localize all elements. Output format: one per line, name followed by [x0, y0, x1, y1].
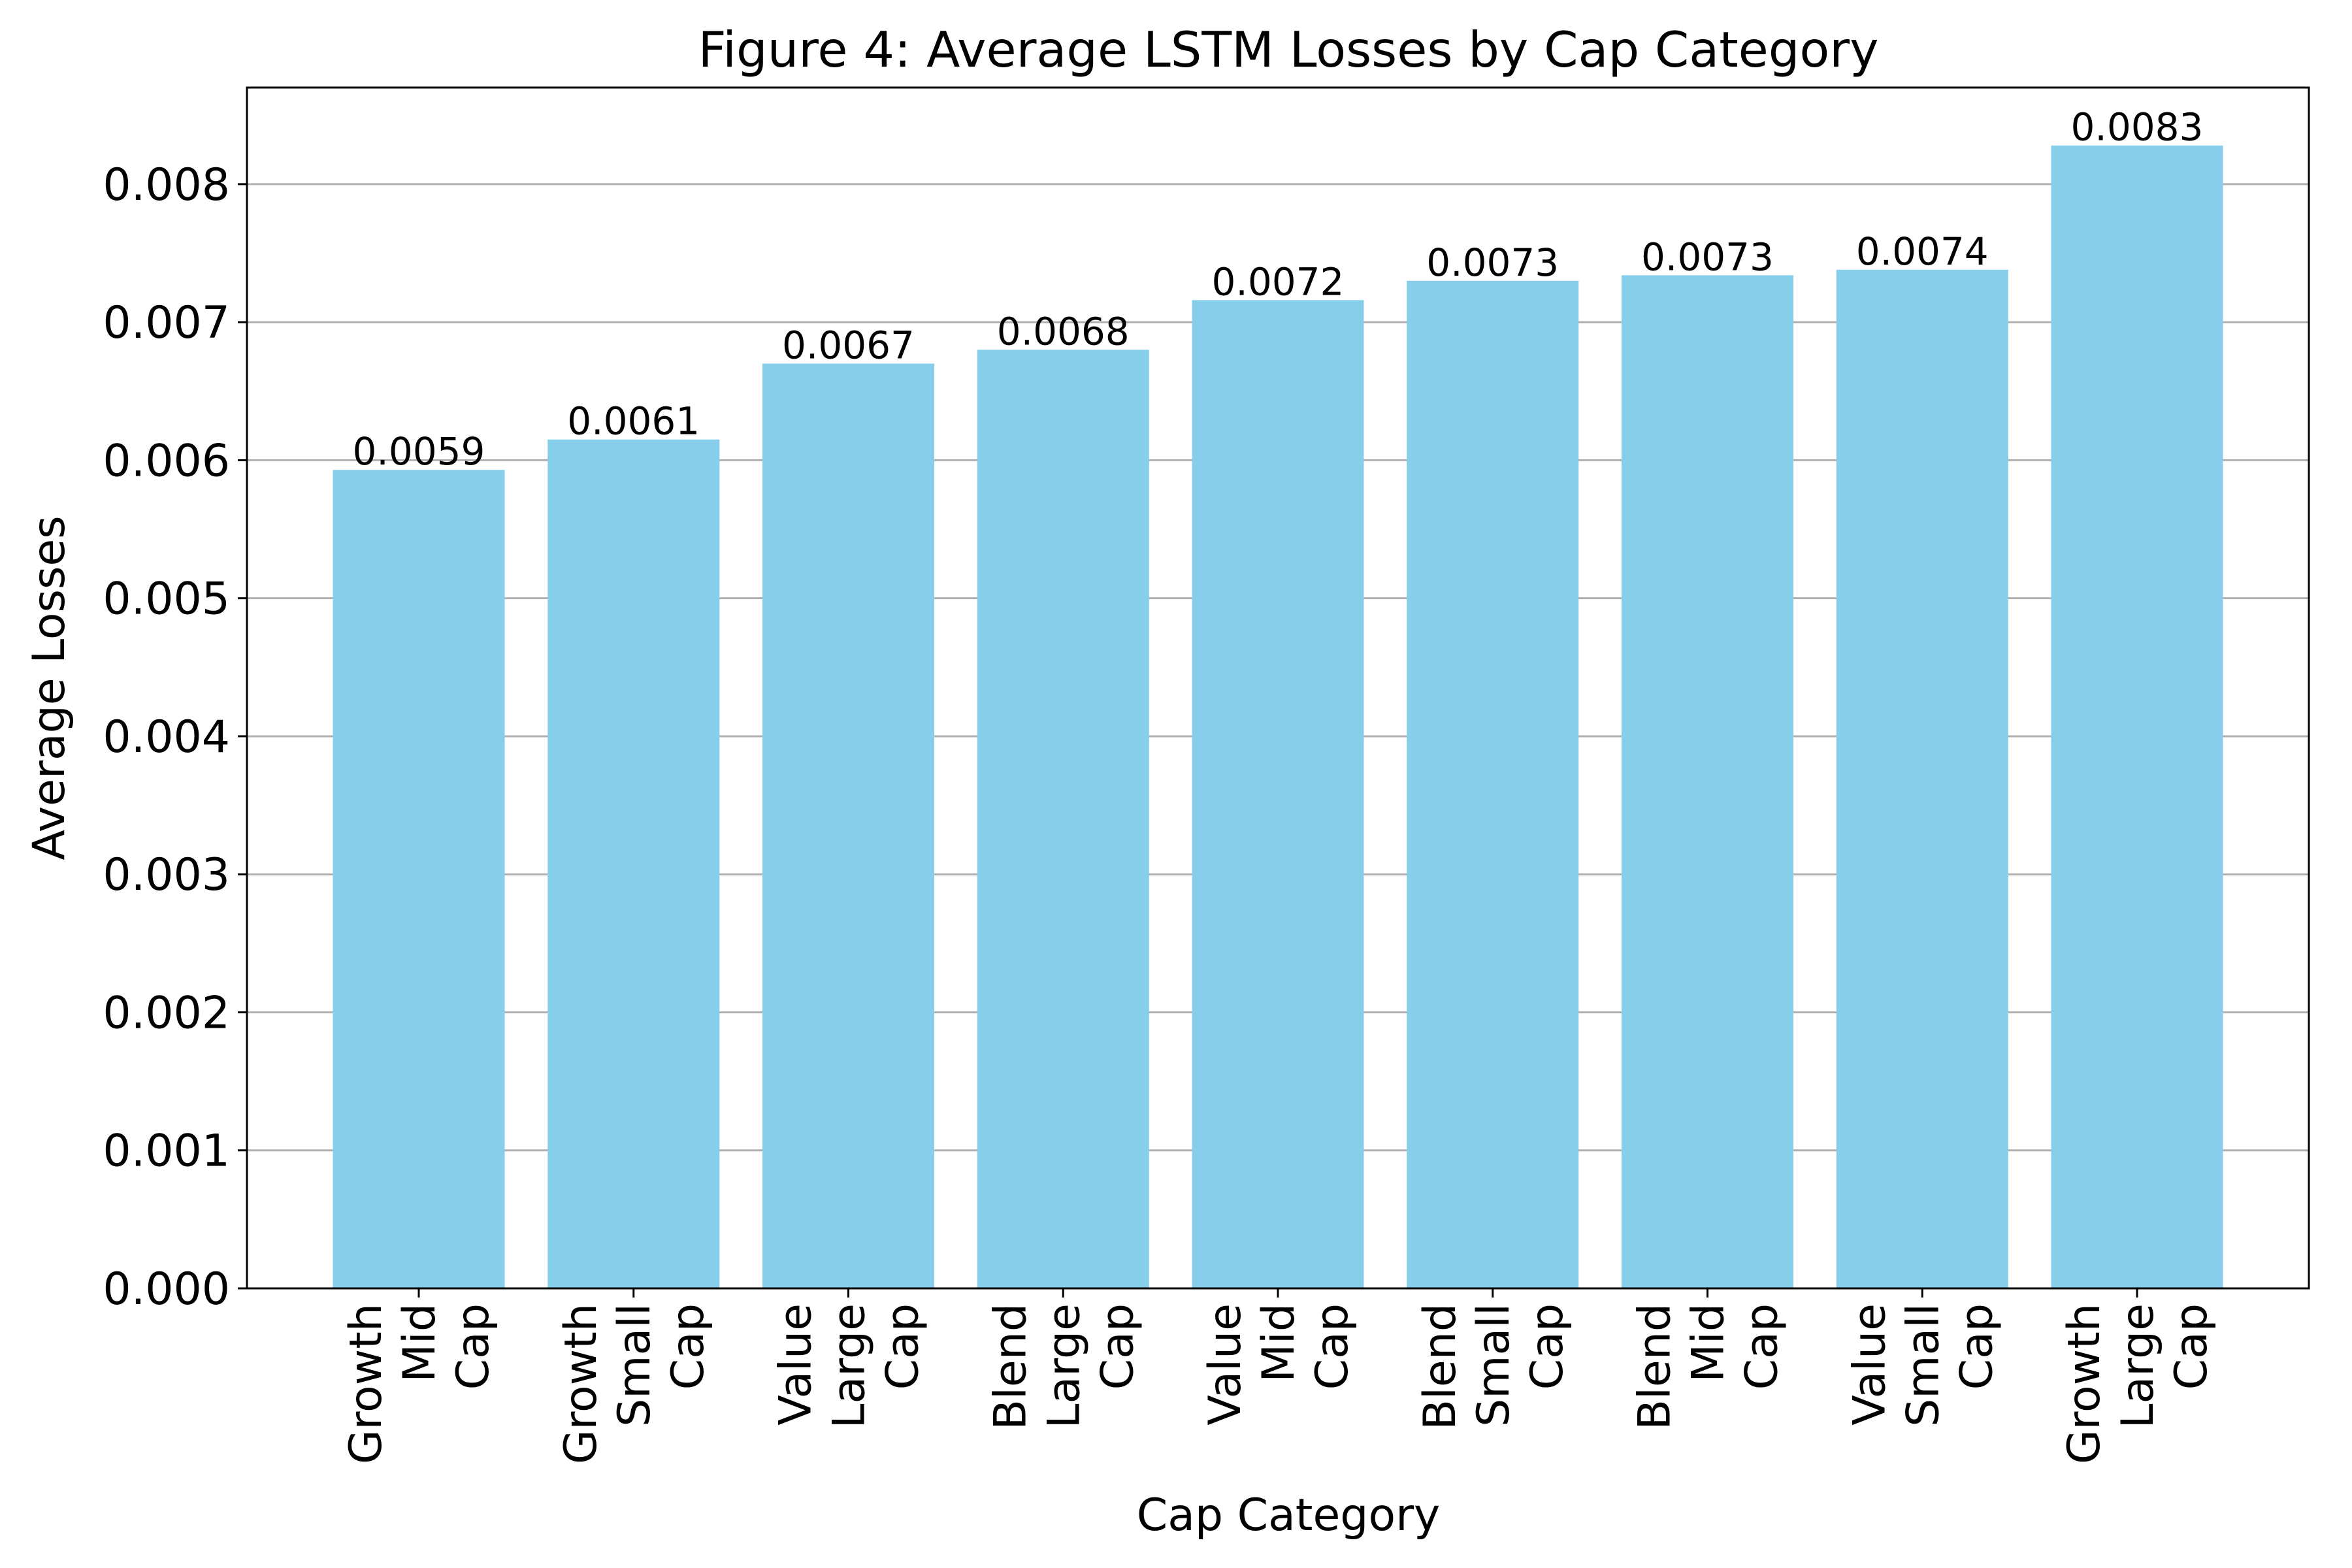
- y-tick-label: 0.006: [103, 435, 230, 487]
- y-tick-label: 0.001: [103, 1126, 230, 1177]
- x-tick-label-line: Value: [1200, 1303, 1251, 1426]
- x-tick-label-line: Mid: [1683, 1303, 1735, 1382]
- x-tick-label-line: Cap: [1522, 1303, 1573, 1390]
- x-axis-ticks: Growth Mid Cap Growth Small Cap Value Large Cap B…: [340, 1288, 2217, 1464]
- bar: [1622, 275, 1793, 1288]
- bar: [1407, 280, 1579, 1288]
- bar: [1836, 269, 2008, 1289]
- x-tick-label-line: Mid: [1253, 1303, 1305, 1382]
- x-tick-label-line: Growth: [2059, 1303, 2110, 1464]
- y-tick-label: 0.004: [103, 711, 230, 763]
- data-label: 0.0083: [2071, 105, 2204, 150]
- x-tick-label-line: Cap: [662, 1303, 714, 1390]
- x-tick-label-line: Small: [609, 1303, 661, 1427]
- data-label: 0.0073: [1426, 240, 1559, 285]
- data-label: 0.0059: [353, 429, 485, 474]
- y-tick-label: 0.008: [103, 159, 230, 211]
- data-labels: 0.0059 0.0061 0.0067 0.0068 0.0072 0.0073 0.00…: [353, 105, 2204, 474]
- x-tick-label-line: Mid: [394, 1303, 446, 1382]
- y-axis-ticks: 0.000 0.001 0.002 0.003 0.004 0.005 0.006 0.007…: [103, 159, 247, 1315]
- x-tick-label-line: Blend: [1629, 1303, 1681, 1430]
- x-tick-label: Blend Large Cap: [985, 1303, 1143, 1430]
- x-tick-label: Growth Small Cap: [555, 1303, 714, 1464]
- x-tick-label-line: Large: [824, 1303, 875, 1428]
- x-tick-label-line: Cap: [1737, 1303, 1788, 1390]
- bar: [547, 439, 720, 1288]
- x-tick-label-line: Large: [1038, 1303, 1090, 1428]
- x-tick-label-line: Value: [770, 1303, 822, 1426]
- x-tick-label: Growth Mid Cap: [340, 1303, 499, 1464]
- x-tick-label: Value Large Cap: [770, 1303, 929, 1428]
- x-tick-label-line: Cap: [1307, 1303, 1358, 1390]
- x-tick-label-line: Large: [2112, 1303, 2164, 1428]
- y-tick-label: 0.002: [103, 987, 230, 1039]
- x-tick-label-line: Blend: [985, 1303, 1036, 1430]
- x-tick-label-line: Cap: [1951, 1303, 2002, 1390]
- bar: [977, 350, 1149, 1288]
- bar: [2051, 145, 2223, 1288]
- bar: [1192, 300, 1364, 1288]
- x-tick-label-line: Growth: [340, 1303, 392, 1464]
- x-axis-label: Cap Category: [1137, 1490, 1441, 1541]
- data-label: 0.0074: [1856, 229, 1989, 274]
- y-tick-label: 0.003: [103, 849, 230, 901]
- x-tick-label-line: Cap: [1092, 1303, 1143, 1390]
- x-tick-label-line: Cap: [448, 1303, 499, 1390]
- x-tick-label-line: Cap: [2166, 1303, 2217, 1390]
- data-label: 0.0068: [997, 309, 1130, 353]
- y-axis-label: Average Losses: [24, 515, 75, 860]
- x-tick-label: Value Mid Cap: [1200, 1303, 1358, 1426]
- data-label: 0.0067: [782, 323, 915, 368]
- y-tick-label: 0.007: [103, 297, 230, 349]
- x-tick-label-line: Cap: [877, 1303, 929, 1390]
- data-label: 0.0073: [1641, 235, 1774, 279]
- x-tick-label: Blend Mid Cap: [1629, 1303, 1788, 1430]
- x-tick-label-line: Growth: [555, 1303, 607, 1464]
- x-tick-label-line: Blend: [1414, 1303, 1466, 1430]
- x-tick-label-line: Value: [1844, 1303, 1895, 1426]
- y-tick-label: 0.000: [103, 1264, 230, 1315]
- x-tick-label: Growth Large Cap: [2059, 1303, 2217, 1464]
- x-tick-label-line: Small: [1468, 1303, 1520, 1427]
- data-label: 0.0061: [567, 399, 700, 444]
- bar: [762, 363, 934, 1288]
- x-tick-label: Value Small Cap: [1844, 1303, 2002, 1427]
- data-label: 0.0072: [1212, 259, 1345, 304]
- y-tick-label: 0.005: [103, 574, 230, 625]
- chart-title: Figure 4: Average LSTM Losses by Cap Cat…: [698, 21, 1879, 78]
- bars: [333, 145, 2223, 1289]
- x-tick-label-line: Small: [1897, 1303, 1949, 1427]
- x-tick-label: Blend Small Cap: [1414, 1303, 1573, 1430]
- bar: [333, 470, 505, 1288]
